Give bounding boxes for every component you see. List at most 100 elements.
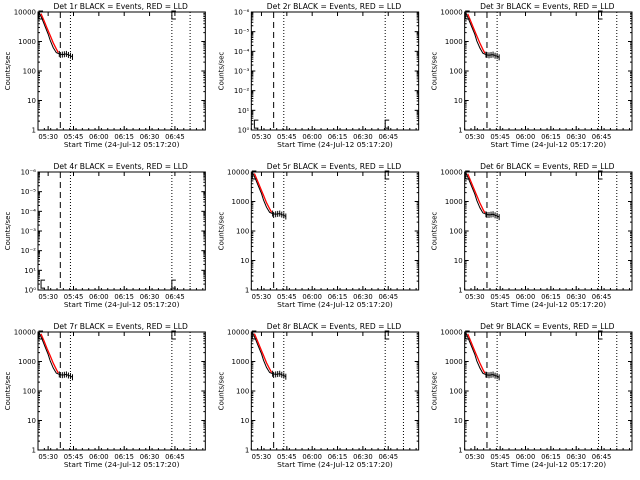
x-tick-label: 06:00 <box>89 133 109 141</box>
y-tick-label: 10 <box>454 257 463 265</box>
chart-title: Det 4r BLACK = Events, RED = LLD <box>53 162 188 171</box>
x-tick-label: 05:30 <box>38 293 58 301</box>
x-tick-label: 06:00 <box>516 453 536 461</box>
x-tick-label: 06:30 <box>566 293 586 301</box>
x-tick-label: 06:15 <box>541 293 561 301</box>
bracket-marker <box>465 10 470 20</box>
chart-title: Det 7r BLACK = Events, RED = LLD <box>53 322 188 331</box>
x-axis-label: Start Time (24-Jul-12 05:17:20) <box>491 300 607 309</box>
bracket-marker <box>38 10 44 20</box>
bracket-marker <box>465 330 470 340</box>
y-tick-label: 100 <box>236 228 249 236</box>
x-tick-label: 06:45 <box>378 453 398 461</box>
x-tick-label: 05:45 <box>64 133 84 141</box>
y-tick-label: 100 <box>236 388 249 396</box>
lld-series-line <box>253 173 273 213</box>
x-tick-label: 06:15 <box>114 453 134 461</box>
x-tick-label: 06:45 <box>378 133 398 141</box>
y-tick-label: 1 <box>32 447 36 455</box>
y-tick-label: 1000 <box>445 38 463 46</box>
y-tick-label: 1000 <box>232 358 250 366</box>
x-tick-label: 05:45 <box>490 453 510 461</box>
events-series-line <box>38 332 73 378</box>
x-tick-label: 05:30 <box>38 453 58 461</box>
y-tick-label: 10⁻⁵ <box>21 188 37 196</box>
bracket-marker <box>384 170 390 180</box>
y-axis-label: Counts/sec <box>431 52 439 91</box>
x-tick-label: 05:45 <box>490 293 510 301</box>
y-tick-label: 1 <box>458 447 462 455</box>
y-tick-label: 10 <box>240 417 249 425</box>
x-tick-label: 06:15 <box>328 133 348 141</box>
x-tick-label: 06:30 <box>353 133 373 141</box>
x-tick-label: 06:00 <box>302 293 322 301</box>
x-tick-label: 06:00 <box>516 293 536 301</box>
plot-frame <box>37 11 206 131</box>
y-tick-label: 1000 <box>18 358 36 366</box>
y-axis-label: Counts/sec <box>431 372 439 411</box>
y-tick-label: 10000 <box>14 329 36 337</box>
y-tick-label: 100 <box>23 68 36 76</box>
y-axis-label: Counts/sec <box>217 212 225 251</box>
lld-series-line <box>253 333 273 373</box>
chart-panel-9: Det 9r BLACK = Events, RED = LLD 1 10 100 10… <box>431 322 633 469</box>
chart-title: Det 6r BLACK = Events, RED = LLD <box>480 162 615 171</box>
bracket-marker <box>465 170 470 180</box>
bracket-marker <box>251 170 257 180</box>
plot-frame <box>464 331 633 451</box>
bracket-marker <box>384 119 390 129</box>
plot-frame <box>250 331 420 451</box>
y-tick-label: 10000 <box>227 169 249 177</box>
y-tick-label: 10⁻³ <box>21 228 37 236</box>
chart-panel-1: Det 1r BLACK = Events, RED = LLD 1 10 100 10… <box>4 2 206 149</box>
lld-series-line <box>467 333 486 374</box>
y-tick-label: 10⁻⁴ <box>234 48 250 56</box>
y-axis-label: Counts/sec <box>217 52 225 91</box>
x-axis-label: Start Time (24-Jul-12 05:17:20) <box>277 300 393 309</box>
y-tick-label: 10¹ <box>24 267 36 275</box>
chart-panel-6: Det 6r BLACK = Events, RED = LLD 1 10 100 10… <box>431 162 633 309</box>
y-tick-label: 10 <box>27 97 36 105</box>
x-tick-label: 05:45 <box>490 133 510 141</box>
x-tick-label: 05:30 <box>465 133 485 141</box>
x-tick-label: 06:15 <box>328 453 348 461</box>
x-tick-label: 05:45 <box>277 453 297 461</box>
x-tick-label: 06:15 <box>114 293 134 301</box>
y-axis-label: Counts/sec <box>4 212 12 251</box>
bracket-marker <box>40 279 46 289</box>
y-tick-label: 10000 <box>440 9 462 17</box>
x-tick-label: 05:45 <box>277 293 297 301</box>
y-tick-label: 10⁻³ <box>234 68 250 76</box>
bracket-marker <box>171 10 176 20</box>
bracket-marker <box>598 10 603 20</box>
x-tick-label: 05:30 <box>252 453 272 461</box>
x-tick-label: 06:15 <box>328 293 348 301</box>
x-tick-label: 06:45 <box>592 453 612 461</box>
x-tick-label: 06:15 <box>114 133 134 141</box>
lld-series-line <box>467 13 486 54</box>
x-axis-label: Start Time (24-Jul-12 05:17:20) <box>64 140 180 149</box>
x-tick-label: 05:30 <box>252 293 272 301</box>
x-tick-label: 06:30 <box>566 133 586 141</box>
y-tick-label: 10⁻⁶ <box>234 9 250 17</box>
y-tick-label: 10000 <box>227 329 249 337</box>
bracket-marker <box>253 119 259 129</box>
bracket-marker <box>171 279 176 289</box>
y-tick-label: 10⁻² <box>21 247 37 255</box>
x-tick-label: 06:30 <box>566 453 586 461</box>
x-tick-label: 06:45 <box>165 453 185 461</box>
x-axis-label: Start Time (24-Jul-12 05:17:20) <box>277 460 393 469</box>
plot-frame <box>464 11 633 131</box>
y-tick-label: 10000 <box>440 329 462 337</box>
chart-title: Det 5r BLACK = Events, RED = LLD <box>267 162 402 171</box>
x-tick-label: 06:15 <box>541 133 561 141</box>
x-tick-label: 06:45 <box>592 293 612 301</box>
x-tick-label: 06:45 <box>592 133 612 141</box>
x-tick-label: 05:30 <box>38 133 58 141</box>
y-tick-label: 1000 <box>445 198 463 206</box>
y-tick-label: 10¹ <box>238 107 250 115</box>
y-axis-label: Counts/sec <box>217 372 225 411</box>
x-tick-label: 06:30 <box>140 453 160 461</box>
bracket-marker <box>38 330 44 340</box>
events-series-line <box>465 332 500 378</box>
